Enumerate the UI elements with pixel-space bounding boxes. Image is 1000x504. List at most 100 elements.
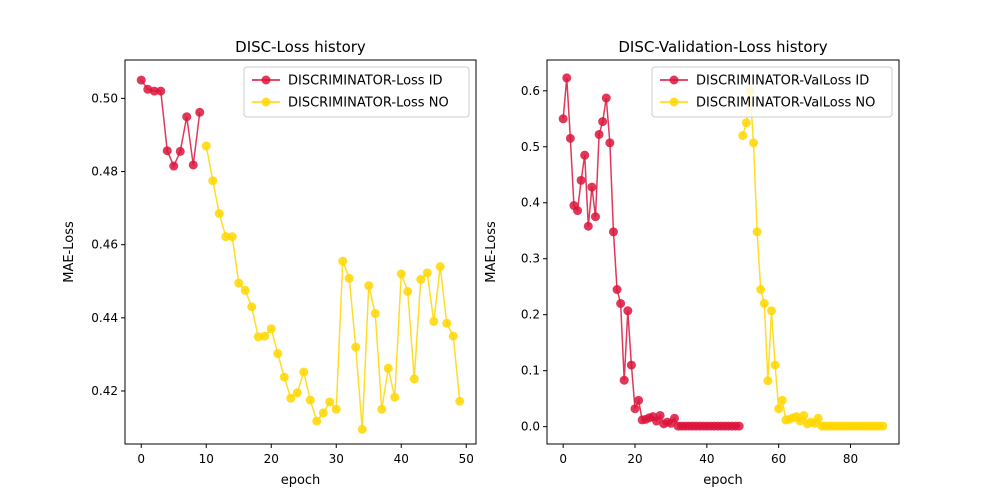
data-point [573,206,583,216]
legend: DISCRIMINATOR-ValLoss ID DISCRIMINATOR-Va… [651,66,893,118]
data-point [208,176,218,186]
legend-swatch-marker [261,75,271,85]
data-point [626,360,636,370]
x-tick-label: 10 [199,452,214,466]
axes-frame [546,59,900,445]
data-point [749,138,759,148]
data-point [156,86,166,96]
x-tick-label: 30 [329,452,344,466]
data-point [234,278,244,288]
data-point [351,342,361,352]
y-tick-label: 0.48 [91,165,118,179]
data-point [364,281,374,291]
data-point [227,232,237,242]
data-point [338,256,348,266]
data-point [777,395,787,405]
data-point [766,306,776,316]
y-tick-label: 0.4 [521,196,540,210]
data-point [565,133,575,143]
chart-title: DISC-Validation-Loss history [618,38,827,56]
data-point [442,318,452,328]
data-point [759,299,769,308]
data-point [273,349,283,359]
data-point [136,75,146,85]
axes-frame [124,59,477,445]
data-point [435,262,445,272]
x-tick-label: 40 [699,452,714,466]
y-tick-label: 0.46 [91,238,118,252]
data-point [741,118,751,128]
y-tick-label: 0.44 [91,311,118,325]
data-point [422,268,432,278]
data-point [149,86,159,96]
data-point [558,114,568,124]
y-tick-label: 0.5 [521,140,540,154]
data-point [305,395,315,405]
data-point [266,324,276,334]
legend-swatch-marker [261,97,271,107]
data-point [580,150,590,160]
chart-title: DISC-Loss history [235,38,366,56]
data-point [182,112,192,122]
x-axis-label: epoch [703,473,743,488]
legend-entry-label: DISCRIMINATOR-Loss ID [288,74,443,89]
legend-swatch-marker [669,75,679,85]
y-tick-label: 0.42 [91,384,118,398]
data-point [312,416,322,426]
legend-box [243,66,470,118]
data-point [587,182,597,192]
data-point [634,395,644,405]
data-point [247,302,257,312]
data-point [201,141,211,151]
legend-entry-label: DISCRIMINATOR-ValLoss NO [696,96,875,111]
data-point [601,93,611,103]
x-tick-label: 80 [843,452,858,466]
data-point [605,138,615,148]
y-axis-label: MAE-Loss [62,221,77,283]
data-point [377,404,387,414]
y-axis-label: MAE-Loss [484,221,499,283]
data-point [331,404,341,414]
x-tick-label: 0 [559,452,567,466]
data-point [260,331,270,341]
loss-history-chart: DISC-Loss history 0 10 20 30 40 50 0.42 0.44 0.46… [62,38,477,488]
x-axis-label: epoch [281,473,321,488]
data-point [448,331,458,341]
y-tick-label: 0.0 [521,420,540,434]
data-point [195,107,205,117]
data-point [619,375,629,385]
data-point [799,410,809,420]
data-point [813,413,823,423]
data-point [240,285,250,295]
data-point [598,117,608,127]
legend-entry-label: DISCRIMINATOR-Loss NO [288,96,449,111]
y-tick-label: 0.6 [521,84,540,98]
legend: DISCRIMINATOR-Loss ID DISCRIMINATOR-Loss … [243,66,470,118]
data-point [175,146,185,156]
y-tick-label: 0.1 [521,364,540,378]
data-point [583,221,593,231]
data-point [253,332,263,342]
data-point [370,308,380,318]
data-point [162,146,172,156]
data-point [623,306,633,316]
data-point [383,363,393,373]
data-point [670,413,680,423]
data-point [188,160,198,170]
x-tick-label: 20 [627,452,642,466]
data-point [455,396,465,406]
data-point [774,404,784,414]
data-point [756,285,766,294]
validation-loss-history-chart: DISC-Validation-Loss history 0 20 40 60 80 0.0… [484,38,900,488]
data-point [770,360,780,370]
data-point [429,316,439,326]
data-point [594,129,604,139]
data-point [299,367,309,377]
data-point [752,227,762,237]
x-tick-label: 20 [264,452,279,466]
data-point [292,388,302,398]
data-point [357,424,367,434]
legend-swatch-marker [669,97,679,107]
data-point [630,404,640,414]
